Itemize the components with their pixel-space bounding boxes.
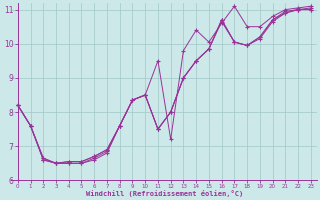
X-axis label: Windchill (Refroidissement éolien,°C): Windchill (Refroidissement éolien,°C) [86, 190, 243, 197]
